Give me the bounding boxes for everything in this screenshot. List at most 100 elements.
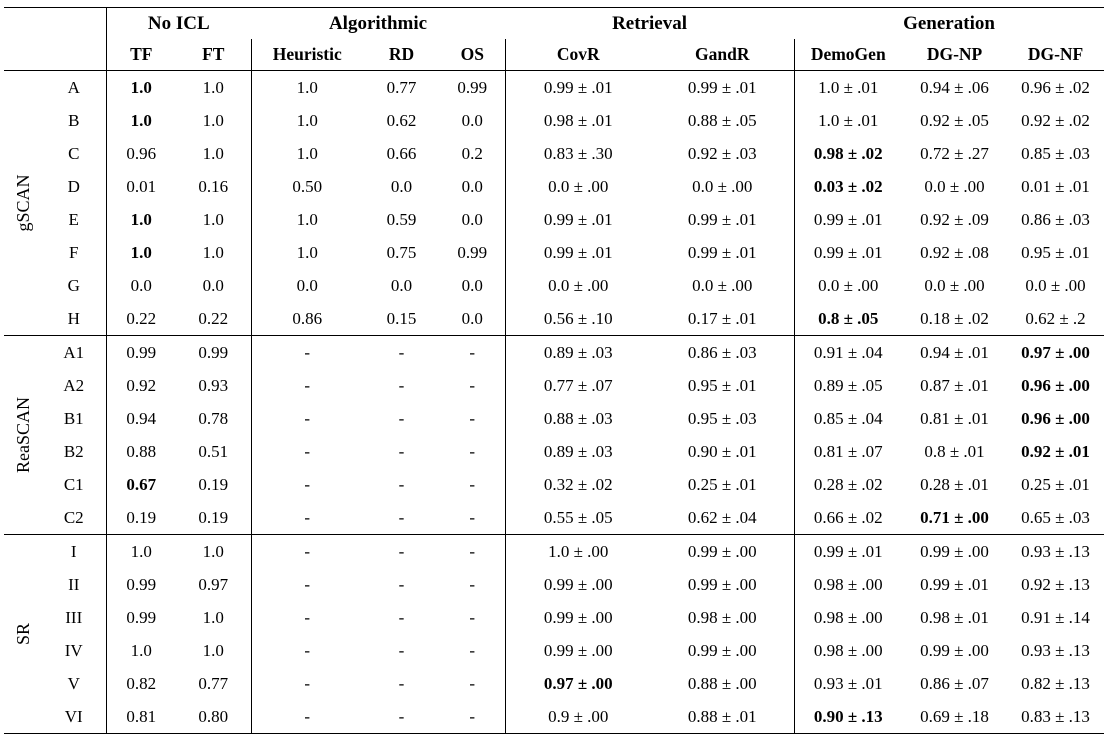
row-label: VI [42,700,107,734]
table-cell: - [304,575,311,594]
table-cell: 0.98 ± .01 [543,111,613,130]
table-cell: - [398,707,405,726]
table-cell: 0.0 [440,302,506,336]
table-cell: 0.99 ± .00 [651,634,795,667]
table-cell: - [304,409,311,428]
table-cell: 0.96 ± .00 [1021,409,1090,428]
table-cell: 0.92 ± .09 [920,210,989,229]
table-cell: 0.86 ± .03 [1021,210,1090,229]
table-cell: 0.98 ± .01 [920,608,989,627]
table-cell: 0.99 ± .01 [813,210,883,229]
table-cell: 0.92 ± .05 [920,111,989,130]
table-cell: 0.99 [126,575,157,594]
table-row: SR I 1.0 1.0- - -1.0 ± .00 0.99 ± .00 0.99 ± .0… [4,534,1105,734]
table-cell: 0.92 ± .03 [651,137,795,170]
table-cell: 0.22 [126,309,157,328]
table-row: IV 1.0 1.0 - - - 0.99 ± .00 0.99 ± .00 0.98 ± .0… [4,634,1104,667]
table-cell: 0.72 ± .27 [920,144,989,163]
table-cell: - [440,435,506,468]
table-cell: 0.8 ± .01 [924,442,985,461]
table-cell: - [398,608,405,627]
table-cell: 0.81 [126,707,157,726]
table-cell: 1.0 [130,641,152,660]
table-cell: 0.83 ± .13 [1021,707,1090,726]
row-label: B1 [42,402,107,435]
table-cell: 0.82 [126,674,157,693]
table-cell: 0.92 ± .08 [920,243,989,262]
table-cell: 0.98 ± .00 [813,575,883,594]
table-cell: - [304,442,311,461]
row-label: A2 [42,369,107,402]
table-cell: 0.97 ± .00 [543,674,613,693]
table-cell: 0.99 [126,608,157,627]
table-cell: 0.01 ± .01 [1021,177,1090,196]
table-cell: - [398,674,405,693]
table-cell: 1.0 [296,111,318,130]
table-cell: - [398,641,405,660]
table-cell: 0.0 ± .00 [924,276,985,295]
table-cell: - [440,634,506,667]
table-cell: 0.50 [292,177,323,196]
table-cell: 0.0 [440,170,506,203]
table-row: VI 0.81 0.80 - - - 0.9 ± .00 0.88 ± .01 0.90 ± .… [4,700,1104,734]
table-cell: 0.88 ± .05 [651,104,795,137]
table-cell: 0.99 ± .01 [651,236,795,269]
table-cell: 1.0 [130,210,152,229]
column-group-header-algorithmic: Algorithmic [328,13,428,34]
column-group-header-retrieval: Retrieval [612,13,687,34]
table-cell: 0.88 [126,442,157,461]
column-header-covr: CovR [505,39,652,71]
table-cell: 0.95 ± .01 [1021,243,1090,262]
table-cell: 0.56 ± .10 [543,309,613,328]
table-cell: 1.0 [296,210,318,229]
table-row: B2 0.88 0.51 - - - 0.89 ± .03 0.90 ± .01 0.81 ± … [4,435,1104,468]
table-cell: 1.0 [176,137,252,170]
table-cell: 0.88 ± .03 [543,409,613,428]
table-cell: 0.9 ± .00 [548,707,609,726]
table-cell: 0.99 ± .00 [651,568,795,601]
row-label: D [42,170,107,203]
table-cell: 1.0 [130,111,152,130]
table-row: B1 0.94 0.78 - - - 0.88 ± .03 0.95 ± .03 0.85 ± … [4,402,1104,435]
table-row: D 0.01 0.16 0.50 0.0 0.0 0.0 ± .00 0.0 ± .00 0.0… [4,170,1104,203]
table-cell: 0.0 [440,104,506,137]
table-row: III 0.99 1.0 - - - 0.99 ± .00 0.98 ± .00 0.98 ± … [4,601,1104,634]
results-table: No ICL Algorithmic Retrieval Generation … [4,7,1105,734]
table-cell: 0.92 ± .01 [1021,442,1090,461]
table-cell: 0.17 ± .01 [651,302,795,336]
column-header-tf: TF [106,39,176,71]
table-cell: - [304,641,311,660]
table-row: A2 0.92 0.93 - - - 0.77 ± .07 0.95 ± .01 0.89 ± … [4,369,1104,402]
table-cell: 0.99 ± .01 [813,243,883,262]
table-cell: 0.99 ± .01 [543,78,613,97]
table-cell: - [440,369,506,402]
table-cell: 0.85 ± .03 [1021,144,1090,163]
table-cell: - [363,335,441,369]
row-label: C2 [42,501,107,535]
table-cell: 0.0 ± .00 [1025,276,1086,295]
table-cell: 0.95 ± .03 [651,402,795,435]
table-cell: 1.0 ± .01 [818,78,879,97]
table-body: gSCAN A 1.0 1.0 1.0 0.77 0.99 0.99 ± .01 0.99 ± … [4,70,1105,734]
table-row: C 0.96 1.0 1.0 0.66 0.2 0.83 ± .30 0.92 ± .03 0.… [4,137,1104,170]
table-cell: 0.51 [176,435,252,468]
row-label: I [42,534,107,568]
table-cell: 1.0 [176,534,252,568]
table-cell: 0.77 [176,667,252,700]
table-cell: 0.0 [390,177,413,196]
table-cell: - [251,335,364,369]
table-header: No ICL Algorithmic Retrieval Generation … [4,7,1105,71]
table-cell: 0.0 ± .00 [651,170,795,203]
row-label: C1 [42,468,107,501]
row-label: H [42,302,107,336]
table-cell: 0.99 ± .01 [920,575,989,594]
table-cell: 0.92 [126,376,157,395]
table-cell: 0.86 [292,309,323,328]
table-cell: 0.93 ± .13 [1021,641,1090,660]
table-cell: - [398,508,405,527]
section-group-label: SR [4,534,42,734]
table-cell: 0.0 [440,203,506,236]
table-cell: - [440,700,506,734]
table-cell: 0.8 ± .05 [818,309,879,328]
